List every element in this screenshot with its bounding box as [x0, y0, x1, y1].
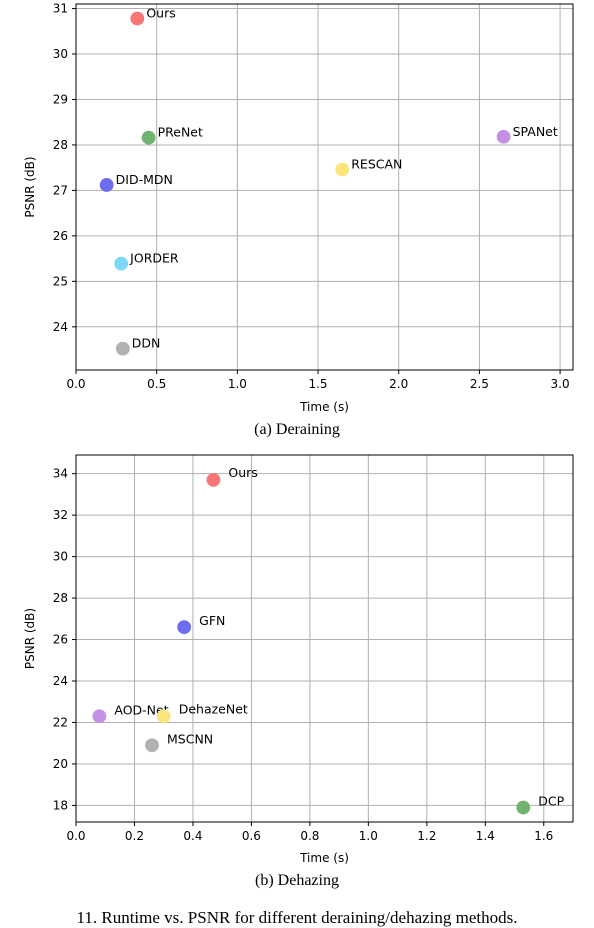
plot-frame — [75, 3, 574, 371]
point-label: JORDER — [129, 251, 179, 266]
y-tick-label: 18 — [53, 798, 68, 812]
x-tick-label: 1.0 — [228, 377, 247, 391]
data-point-gfn — [177, 620, 192, 634]
point-label: PReNet — [158, 125, 203, 140]
point-label: GFN — [199, 613, 225, 628]
y-tick-label: 30 — [53, 550, 68, 564]
x-tick-label: 2.5 — [470, 377, 489, 391]
point-label: RESCAN — [351, 156, 402, 171]
x-tick-label: 2.0 — [389, 377, 408, 391]
y-tick-label: 28 — [53, 591, 68, 605]
figure-caption: 11. Runtime vs. PSNR for different derai… — [76, 908, 518, 927]
x-tick-label: 0.4 — [183, 829, 202, 843]
data-point-jorder — [114, 256, 129, 271]
x-tick-label: 1.5 — [308, 377, 327, 391]
x-tick-label: 0.8 — [300, 829, 319, 843]
x-tick-label: 1.6 — [534, 829, 553, 843]
x-axis-label: Time (s) — [299, 400, 349, 414]
data-point-ddn — [115, 341, 130, 356]
y-tick-label: 20 — [53, 757, 68, 771]
point-label: AOD-Net — [114, 702, 168, 717]
x-tick-label: 1.0 — [359, 829, 378, 843]
data-point-mscnn — [145, 738, 159, 753]
y-tick-label: 30 — [53, 47, 68, 61]
y-tick-label: 26 — [53, 633, 68, 647]
data-point-did-mdn — [99, 178, 114, 192]
x-tick-label: 0.5 — [147, 377, 166, 391]
x-tick-label: 0.2 — [125, 829, 144, 843]
x-axis-label: Time (s) — [299, 851, 349, 865]
data-point-spanet — [496, 129, 511, 144]
y-tick-label: 24 — [53, 674, 68, 688]
y-tick-label: 31 — [53, 2, 68, 16]
data-point-ours — [206, 472, 221, 487]
data-point-rescan — [335, 162, 350, 177]
subfigure-caption-b: (b) Dehazing — [255, 872, 339, 889]
point-label: DID-MDN — [116, 172, 173, 187]
x-tick-label: 0.6 — [242, 829, 261, 843]
data-point-prenet — [141, 130, 156, 145]
point-label: SPANet — [513, 124, 558, 139]
y-tick-label: 22 — [53, 715, 68, 729]
y-axis-label: PSNR (dB) — [23, 156, 37, 217]
y-tick-label: 29 — [53, 92, 68, 106]
y-tick-label: 26 — [53, 229, 68, 243]
y-tick-label: 24 — [53, 320, 68, 334]
y-tick-label: 27 — [53, 183, 68, 197]
chart-dehazing: 0.0 0.2 0.4 0.6 0.8 1.0 1.2 1.4 1.6 18 20 22 24 26 28 3… — [23, 454, 574, 865]
y-tick-label: 32 — [53, 508, 68, 522]
point-label: DCP — [538, 793, 564, 808]
x-tick-label: 3.0 — [551, 377, 570, 391]
plot-frame — [75, 454, 574, 823]
x-tick-label: 1.4 — [476, 829, 495, 843]
point-label: DDN — [132, 336, 161, 351]
data-point-aod-net — [92, 709, 107, 724]
y-tick-label: 34 — [53, 467, 68, 481]
point-label: Ours — [228, 465, 257, 480]
data-point-ours — [130, 11, 145, 26]
point-label: MSCNN — [167, 731, 213, 746]
data-point-dcp — [516, 800, 531, 815]
chart-deraining: 0.0 0.5 1.0 1.5 2.0 2.5 3.0 24 25 26 27 28 29 30 31 Ou… — [23, 2, 574, 414]
subfigure-caption-a: (a) Deraining — [254, 421, 340, 438]
y-tick-label: 28 — [53, 138, 68, 152]
point-label: Ours — [146, 6, 175, 21]
data-point-dehazenet — [156, 709, 171, 724]
x-tick-label: 0.0 — [66, 377, 85, 391]
x-tick-label: 0.0 — [66, 829, 85, 843]
x-tick-label: 1.2 — [417, 829, 436, 843]
y-tick-label: 25 — [53, 274, 68, 288]
y-axis-label: PSNR (dB) — [23, 608, 37, 669]
point-label: DehazeNet — [179, 701, 248, 716]
